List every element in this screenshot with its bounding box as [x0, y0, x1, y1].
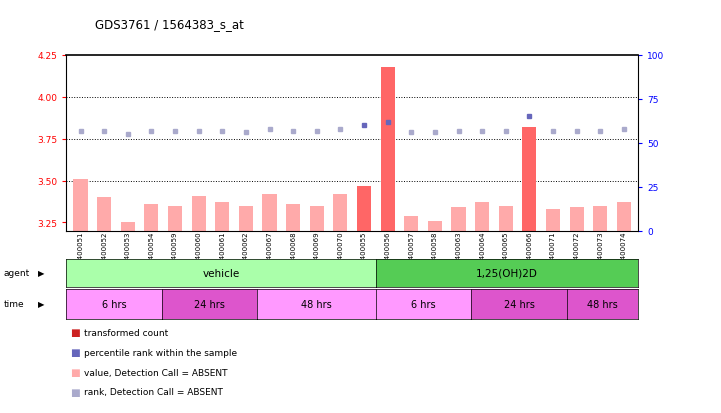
- Bar: [215, 203, 229, 231]
- Text: 24 hrs: 24 hrs: [194, 299, 225, 309]
- Bar: [333, 195, 348, 231]
- Bar: [593, 206, 607, 231]
- Bar: [499, 206, 513, 231]
- Text: 1,25(OH)2D: 1,25(OH)2D: [476, 268, 538, 278]
- Text: time: time: [4, 299, 25, 309]
- Text: percentile rank within the sample: percentile rank within the sample: [84, 348, 237, 357]
- Bar: [286, 204, 300, 231]
- Bar: [168, 206, 182, 231]
- Text: ■: ■: [70, 367, 80, 377]
- Bar: [74, 180, 87, 231]
- Bar: [144, 204, 159, 231]
- Bar: [428, 221, 442, 231]
- Bar: [239, 206, 253, 231]
- Text: agent: agent: [4, 268, 30, 278]
- Text: 6 hrs: 6 hrs: [102, 299, 126, 309]
- Text: vehicle: vehicle: [203, 268, 240, 278]
- Bar: [120, 223, 135, 231]
- Bar: [404, 216, 418, 231]
- Text: 24 hrs: 24 hrs: [503, 299, 534, 309]
- Bar: [192, 196, 205, 231]
- Bar: [262, 195, 277, 231]
- Bar: [381, 67, 394, 231]
- Bar: [357, 186, 371, 231]
- Text: value, Detection Call = ABSENT: value, Detection Call = ABSENT: [84, 368, 228, 377]
- Bar: [451, 208, 466, 231]
- Text: ▶: ▶: [37, 299, 44, 309]
- Bar: [570, 208, 584, 231]
- Bar: [617, 203, 631, 231]
- Bar: [546, 209, 560, 231]
- Bar: [475, 203, 490, 231]
- Text: 48 hrs: 48 hrs: [301, 299, 332, 309]
- Bar: [97, 198, 111, 231]
- Text: transformed count: transformed count: [84, 328, 169, 337]
- Text: 48 hrs: 48 hrs: [587, 299, 618, 309]
- Text: GDS3761 / 1564383_s_at: GDS3761 / 1564383_s_at: [95, 18, 244, 31]
- Text: ■: ■: [70, 328, 80, 337]
- Text: ■: ■: [70, 347, 80, 357]
- Text: ■: ■: [70, 387, 80, 397]
- Text: ▶: ▶: [37, 268, 44, 278]
- Text: 6 hrs: 6 hrs: [412, 299, 436, 309]
- Bar: [522, 128, 536, 231]
- Bar: [310, 206, 324, 231]
- Text: rank, Detection Call = ABSENT: rank, Detection Call = ABSENT: [84, 387, 224, 396]
